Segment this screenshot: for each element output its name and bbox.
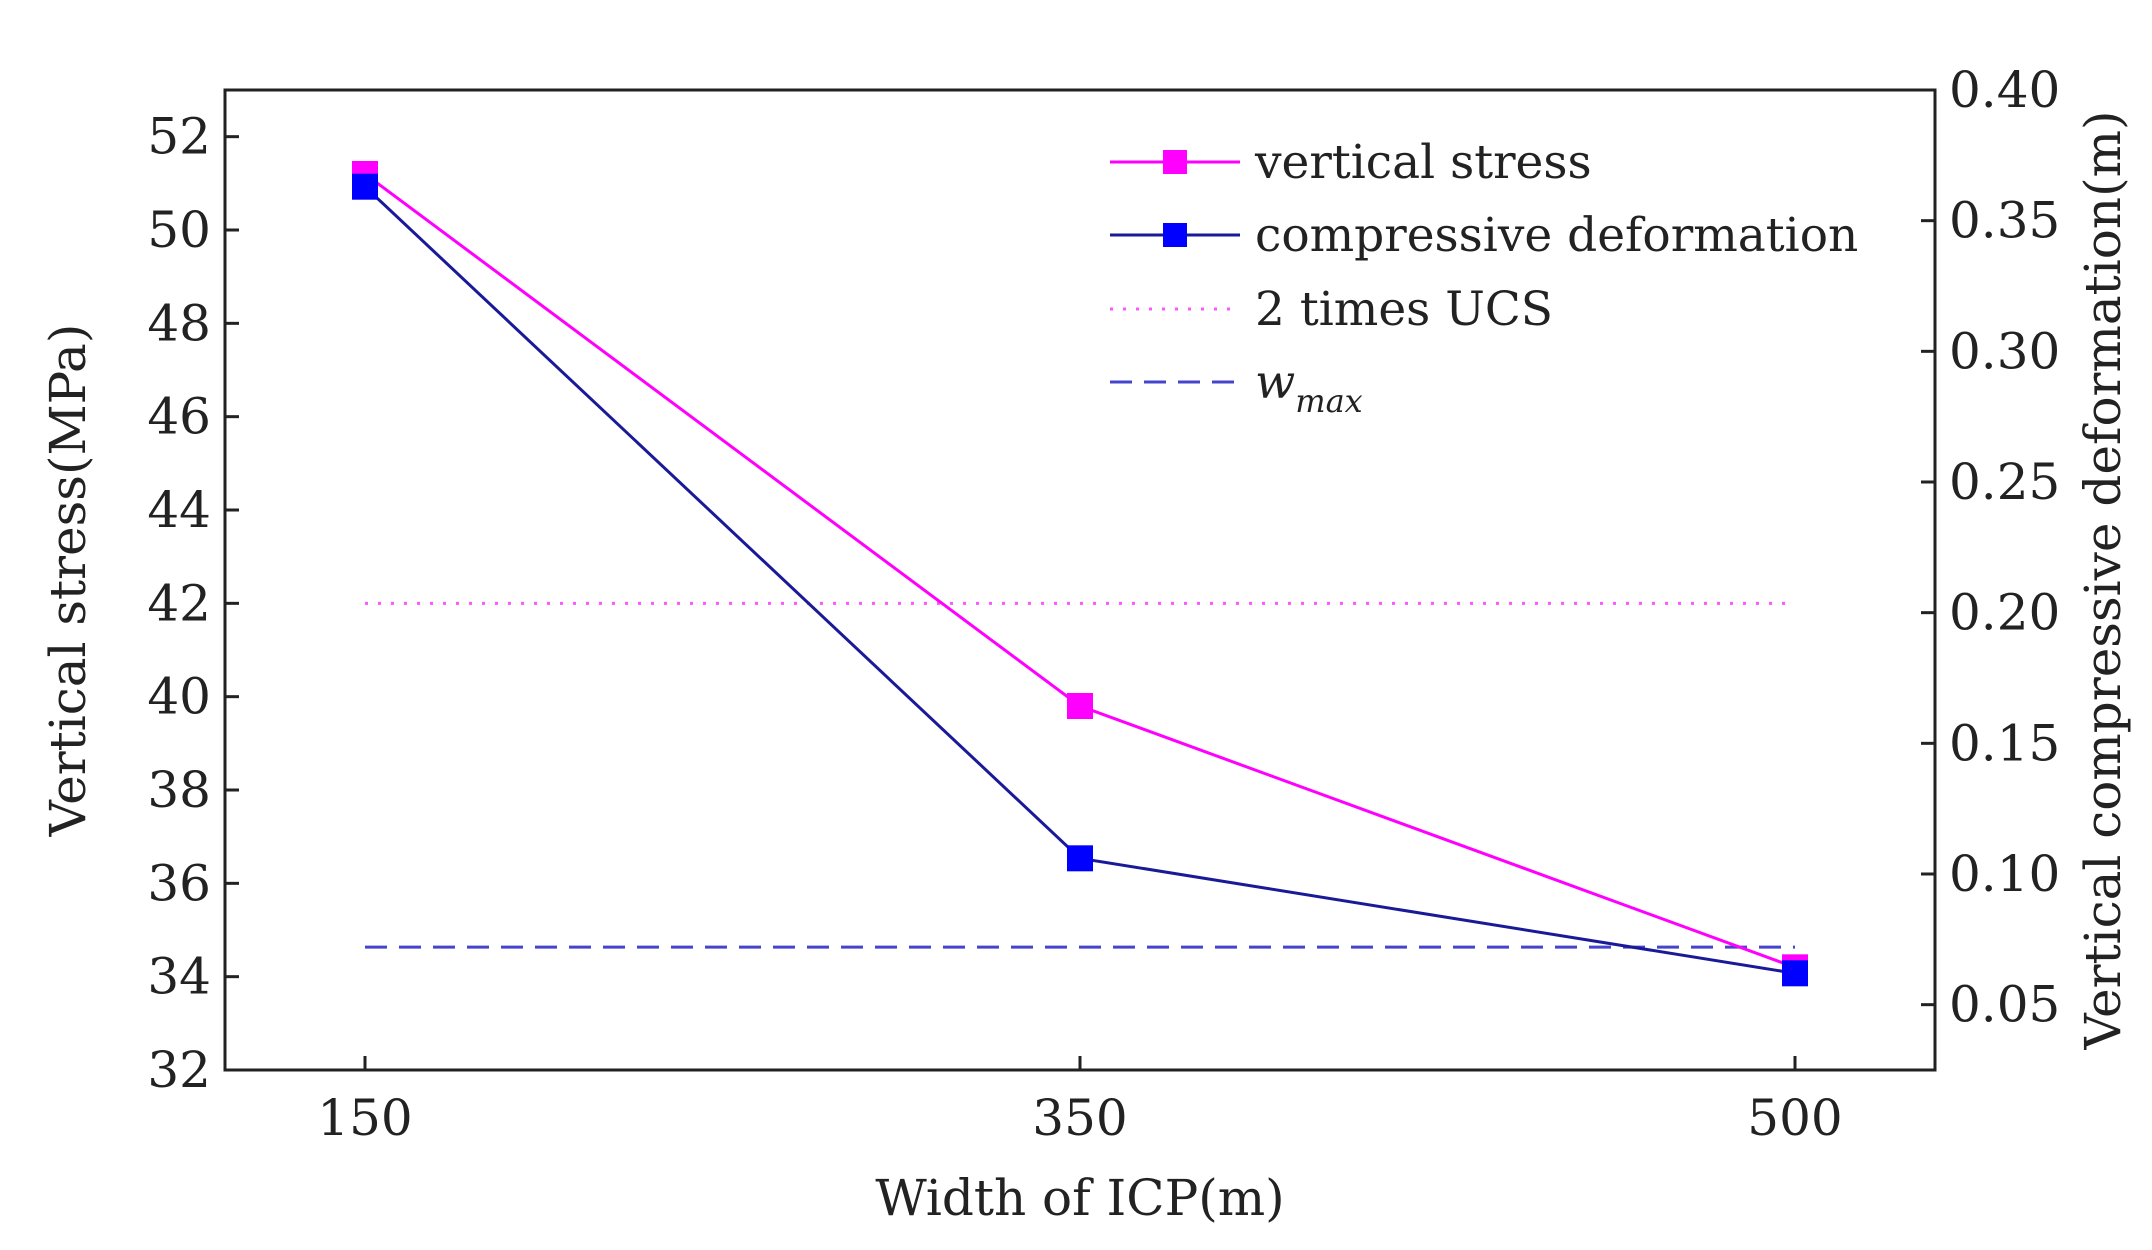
legend-label-wmax: wmax xyxy=(1255,355,1363,420)
y2-tick-label: 0.35 xyxy=(1949,192,2060,250)
legend-marker-compressive-deformation xyxy=(1163,223,1187,247)
y-tick-label: 48 xyxy=(147,294,211,352)
legend-label-vertical-stress: vertical stress xyxy=(1254,135,1592,190)
legend: vertical stress compressive deformation … xyxy=(1110,135,1858,420)
y-tick-label: 44 xyxy=(147,481,211,539)
y2-tick-label: 0.40 xyxy=(1949,61,2060,119)
y2-tick-label: 0.05 xyxy=(1949,976,2060,1034)
y-tick-label: 38 xyxy=(147,761,211,819)
y2-tick-label: 0.25 xyxy=(1949,453,2060,511)
y-tick-label: 42 xyxy=(147,574,211,632)
legend-marker-vertical-stress xyxy=(1163,150,1187,174)
y-tick-label: 40 xyxy=(147,668,211,726)
y-tick-label: 34 xyxy=(147,948,211,1006)
y-tick-label: 32 xyxy=(147,1041,211,1099)
legend-item-compressive-deformation: compressive deformation xyxy=(1110,208,1858,263)
data-point-compressive-deformation xyxy=(352,173,378,200)
data-point-compressive-deformation xyxy=(1782,960,1808,987)
y2-tick-label: 0.20 xyxy=(1949,584,2060,642)
legend-label-compressive-deformation: compressive deformation xyxy=(1255,208,1858,263)
y-tick-label: 36 xyxy=(147,854,211,912)
data-point-vertical-stress xyxy=(1067,693,1093,719)
legend-label-2-times-ucs: 2 times UCS xyxy=(1255,282,1553,337)
x-tick-label: 150 xyxy=(317,1089,412,1147)
y2-tick-label: 0.10 xyxy=(1949,845,2060,903)
legend-item-vertical-stress: vertical stress xyxy=(1110,135,1592,190)
y2-tick-label: 0.15 xyxy=(1949,714,2060,772)
x-tick-label: 500 xyxy=(1747,1089,1842,1147)
x-tick-label: 350 xyxy=(1032,1089,1127,1147)
x-axis-title: Width of ICP(m) xyxy=(875,1169,1284,1227)
y2-tick-label: 0.30 xyxy=(1949,322,2060,380)
legend-label-wmax-subscript: max xyxy=(1295,382,1362,420)
legend-label-wmax-main: w xyxy=(1255,355,1295,410)
y-tick-label: 52 xyxy=(147,108,211,166)
y-tick-label: 46 xyxy=(147,388,211,446)
legend-item-wmax: wmax xyxy=(1110,355,1363,420)
legend-item-2-times-ucs: 2 times UCS xyxy=(1110,282,1553,337)
y-tick-label: 50 xyxy=(147,201,211,259)
y-axis-title: Vertical stress(MPa) xyxy=(39,324,97,838)
data-point-compressive-deformation xyxy=(1067,845,1093,872)
y2-axis-title: Vertical compressive deformation(m) xyxy=(2074,111,2132,1051)
